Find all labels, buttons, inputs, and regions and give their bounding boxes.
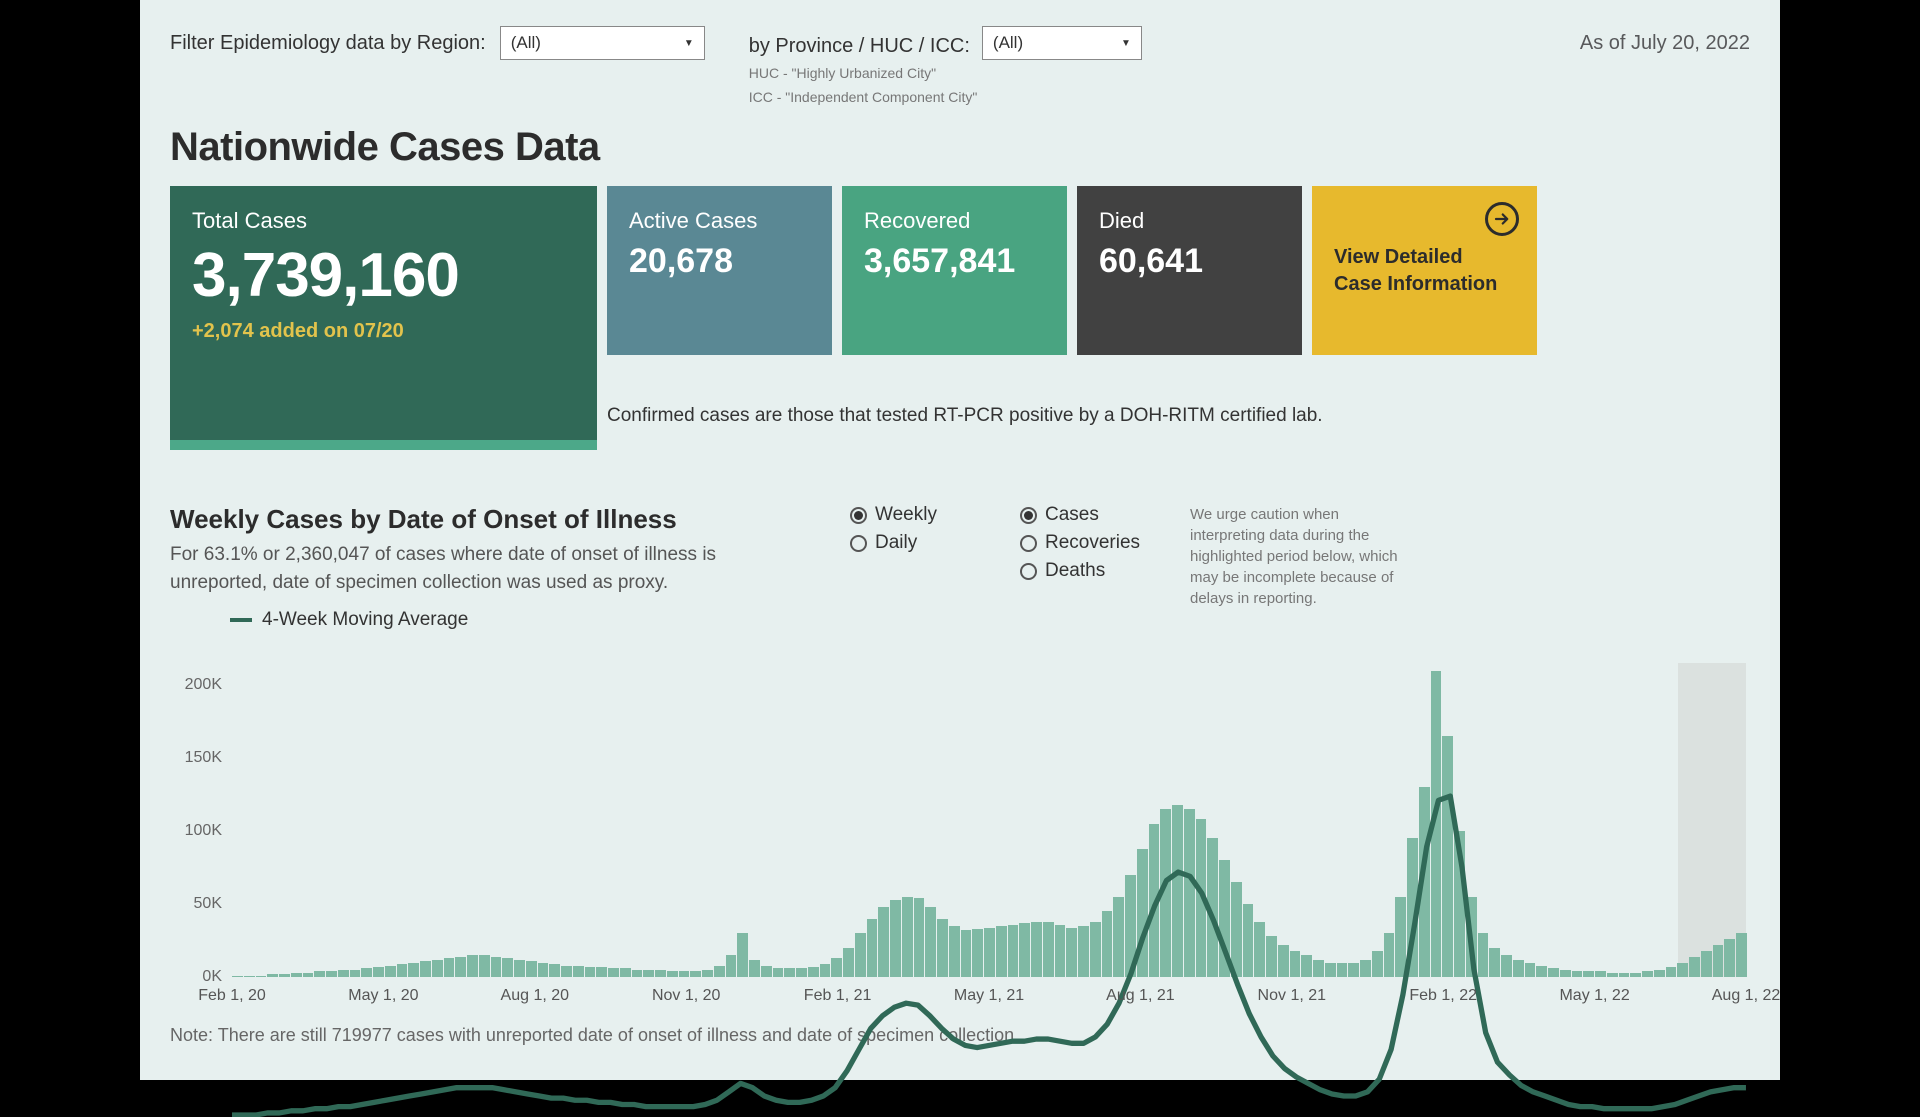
province-select-value: (All) (993, 33, 1023, 53)
recovered-card: Recovered 3,657,841 (842, 186, 1067, 355)
y-tick: 200K (185, 676, 222, 694)
total-cases-label: Total Cases (192, 208, 575, 234)
province-filter-label: by Province / HUC / ICC: (749, 29, 970, 58)
died-value: 60,641 (1099, 242, 1280, 281)
active-cases-card: Active Cases 20,678 (607, 186, 832, 355)
x-tick: Feb 1, 20 (198, 987, 266, 1005)
x-tick: Aug 1, 21 (1106, 987, 1175, 1005)
metric-radio-group: Cases Recoveries Deaths (1020, 504, 1150, 609)
radio-weekly[interactable]: Weekly (850, 504, 980, 526)
as-of-date: As of July 20, 2022 (1580, 26, 1750, 55)
radio-label: Deaths (1045, 560, 1105, 582)
radio-icon (1020, 507, 1037, 524)
radio-icon (850, 507, 867, 524)
radio-label: Weekly (875, 504, 937, 526)
chevron-down-icon: ▼ (1121, 38, 1131, 49)
x-tick: Feb 1, 21 (804, 987, 872, 1005)
radio-deaths[interactable]: Deaths (1020, 560, 1150, 582)
chart-legend: 4-Week Moving Average (230, 609, 1750, 631)
chart-area: 200K 150K 100K 50K 0K Feb 1, 20 May 1, 20 Aug … (170, 647, 1750, 1017)
chart-section: Weekly Cases by Date of Onset of Illness… (170, 504, 1750, 1046)
dashboard: Filter Epidemiology data by Region: (All… (140, 0, 1780, 1080)
radio-cases[interactable]: Cases (1020, 504, 1150, 526)
radio-icon (1020, 535, 1037, 552)
y-tick: 150K (185, 749, 222, 767)
chevron-down-icon: ▼ (684, 38, 694, 49)
moving-average-line (232, 663, 1746, 1117)
arrow-right-icon (1485, 202, 1519, 236)
died-label: Died (1099, 208, 1280, 234)
radio-icon (1020, 563, 1037, 580)
frequency-radio-group: Weekly Daily (850, 504, 980, 609)
radio-label: Daily (875, 532, 917, 554)
caution-note: We urge caution when interpreting data d… (1190, 504, 1410, 609)
radio-label: Cases (1045, 504, 1099, 526)
radio-recoveries[interactable]: Recoveries (1020, 532, 1150, 554)
filter-footnote-2: ICC - "Independent Component City" (749, 88, 1142, 108)
x-tick: Aug 1, 20 (501, 987, 570, 1005)
total-cases-card: Total Cases 3,739,160 +2,074 added on 07… (170, 186, 597, 444)
chart-subtitle: For 63.1% or 2,360,047 of cases where da… (170, 541, 810, 596)
x-tick: Aug 1, 22 (1712, 987, 1781, 1005)
total-cases-value: 3,739,160 (192, 242, 575, 310)
x-tick: Nov 1, 21 (1258, 987, 1326, 1005)
filter-row: Filter Epidemiology data by Region: (All… (170, 0, 1750, 125)
region-filter-label: Filter Epidemiology data by Region: (170, 26, 486, 55)
view-detail-text: View DetailedCase Information (1334, 244, 1515, 298)
y-tick: 100K (185, 822, 222, 840)
region-select[interactable]: (All) ▼ (500, 26, 705, 60)
x-tick: Nov 1, 20 (652, 987, 720, 1005)
page-title: Nationwide Cases Data (170, 125, 1750, 170)
total-cases-delta: +2,074 added on 07/20 (192, 320, 575, 343)
confirmed-cases-note: Confirmed cases are those that tested RT… (607, 405, 1537, 427)
active-cases-value: 20,678 (629, 242, 810, 281)
plot-area (232, 663, 1746, 977)
chart-title: Weekly Cases by Date of Onset of Illness (170, 504, 810, 535)
province-select[interactable]: (All) ▼ (982, 26, 1142, 60)
radio-daily[interactable]: Daily (850, 532, 980, 554)
stat-cards-row: Total Cases 3,739,160 +2,074 added on 07… (170, 186, 1750, 444)
region-select-value: (All) (511, 33, 541, 53)
view-detail-card[interactable]: View DetailedCase Information (1312, 186, 1537, 355)
legend-label: 4-Week Moving Average (262, 609, 468, 631)
x-tick: Feb 1, 22 (1409, 987, 1477, 1005)
active-cases-label: Active Cases (629, 208, 810, 234)
radio-label: Recoveries (1045, 532, 1140, 554)
y-axis: 200K150K100K50K0K (170, 663, 228, 977)
y-tick: 0K (202, 968, 222, 986)
x-tick: May 1, 21 (954, 987, 1024, 1005)
x-axis: Feb 1, 20May 1, 20Aug 1, 20Nov 1, 20Feb … (232, 981, 1746, 1017)
died-card: Died 60,641 (1077, 186, 1302, 355)
recovered-value: 3,657,841 (864, 242, 1045, 281)
recovered-label: Recovered (864, 208, 1045, 234)
radio-icon (850, 535, 867, 552)
x-tick: May 1, 22 (1559, 987, 1629, 1005)
y-tick: 50K (194, 895, 222, 913)
x-tick: May 1, 20 (348, 987, 418, 1005)
filter-footnote-1: HUC - "Highly Urbanized City" (749, 64, 1142, 84)
legend-line-marker (230, 618, 252, 622)
